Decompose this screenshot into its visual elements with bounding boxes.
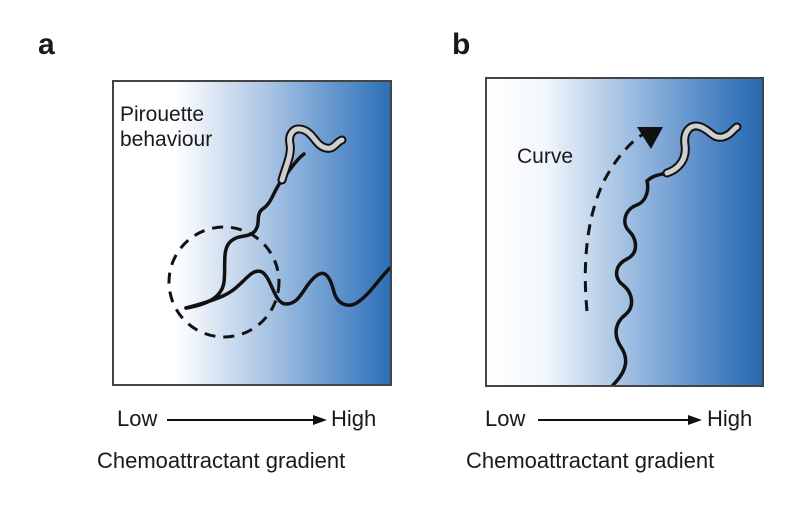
panel-a-letter: a — [38, 28, 55, 61]
pirouette-label-line1: Pirouette — [120, 103, 205, 126]
panel-a-axis-title: Chemoattractant gradient — [97, 448, 346, 473]
panel-b-letter: b — [452, 28, 471, 61]
worm-head-b — [664, 123, 740, 176]
panel-b-gradient-box — [485, 77, 764, 387]
pirouette-dashed-circle — [167, 225, 281, 339]
panel-a-gradient-arrow — [167, 415, 327, 425]
worm-track-curve — [611, 171, 669, 385]
panel-b-axis-title: Chemoattractant gradient — [466, 448, 715, 473]
worm-head — [279, 126, 345, 183]
pirouette-label-line2: behaviour — [120, 128, 213, 152]
panel-b-gradient-arrow — [538, 415, 702, 425]
panel-a-gradient-box — [112, 80, 392, 386]
panel-a-axis-high: High — [331, 406, 377, 431]
curve-dashed-arrow — [583, 131, 646, 312]
panel-a-illustration — [114, 82, 390, 384]
curve-label: Curve — [517, 145, 574, 168]
worm-track-forward — [184, 266, 390, 310]
panel-a-axis-low: Low — [117, 406, 158, 431]
panel-b-axis-low: Low — [485, 406, 526, 431]
pirouette-behaviour-label: Pirouette behaviour — [120, 102, 212, 152]
panel-b-axis-high: High — [707, 406, 753, 431]
panel-b-illustration — [487, 79, 762, 385]
panel-b-gradient-fill — [487, 79, 762, 385]
curve-arrowhead — [637, 127, 663, 149]
